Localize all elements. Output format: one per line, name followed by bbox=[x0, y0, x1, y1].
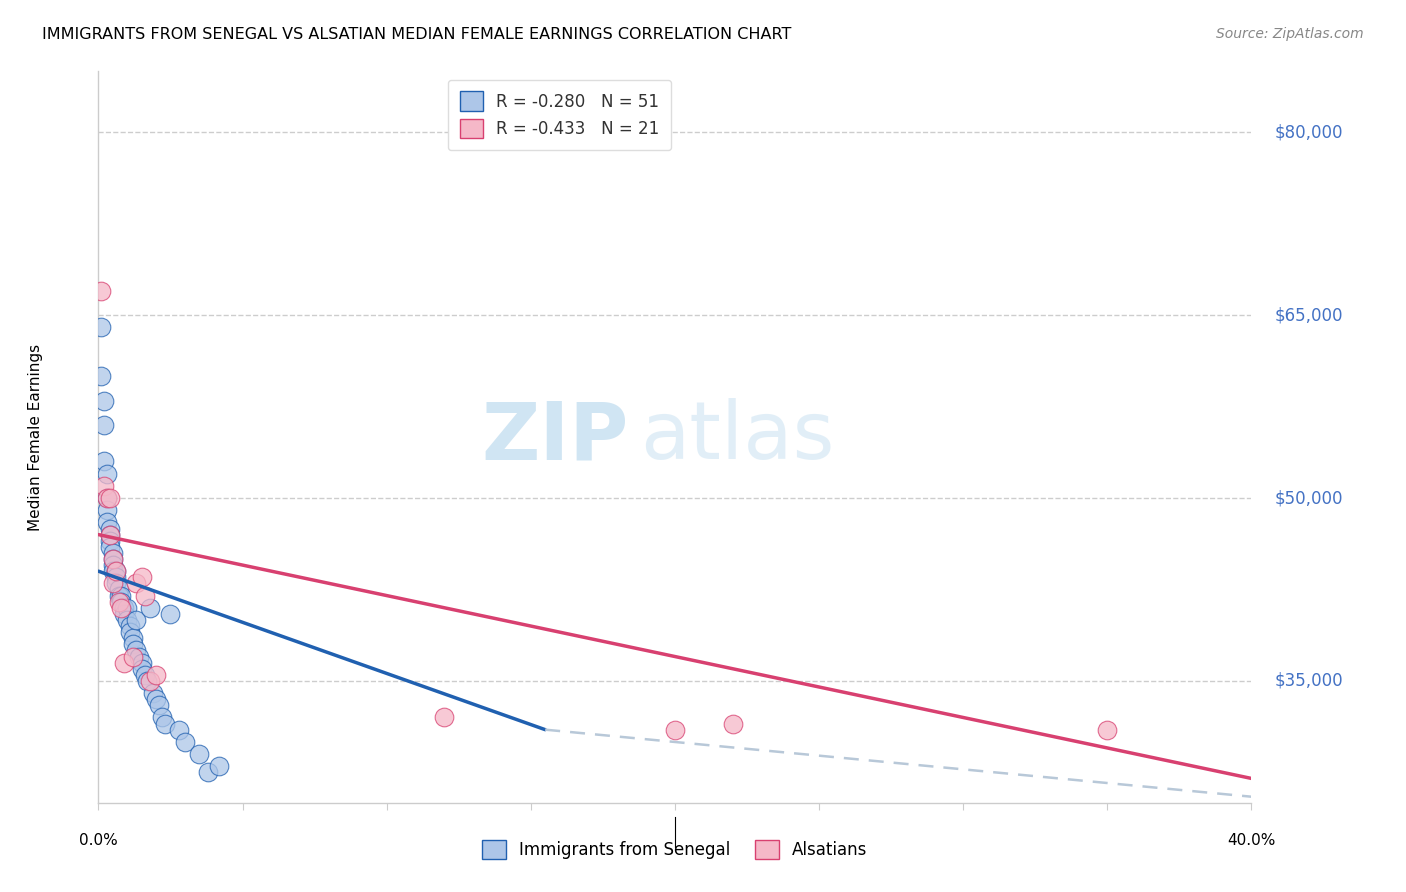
Text: IMMIGRANTS FROM SENEGAL VS ALSATIAN MEDIAN FEMALE EARNINGS CORRELATION CHART: IMMIGRANTS FROM SENEGAL VS ALSATIAN MEDI… bbox=[42, 27, 792, 42]
Point bbox=[110, 589, 132, 603]
Point bbox=[433, 710, 456, 724]
Point bbox=[148, 698, 170, 713]
Point bbox=[101, 558, 124, 573]
Text: atlas: atlas bbox=[640, 398, 835, 476]
Point bbox=[98, 521, 121, 535]
Point bbox=[120, 619, 142, 633]
Text: 0.0%: 0.0% bbox=[79, 833, 118, 848]
Text: Source: ZipAtlas.com: Source: ZipAtlas.com bbox=[1216, 27, 1364, 41]
Point bbox=[101, 552, 124, 566]
Point bbox=[125, 576, 148, 591]
Point bbox=[96, 467, 118, 481]
Text: $35,000: $35,000 bbox=[1274, 672, 1343, 690]
Point bbox=[142, 686, 165, 700]
Point bbox=[125, 613, 148, 627]
Point bbox=[93, 454, 115, 468]
Point bbox=[167, 723, 190, 737]
Point bbox=[145, 692, 167, 706]
Point bbox=[98, 533, 121, 548]
Point bbox=[134, 667, 156, 682]
Text: Median Female Earnings: Median Female Earnings bbox=[28, 343, 42, 531]
Point bbox=[104, 564, 127, 578]
Text: ZIP: ZIP bbox=[481, 398, 628, 476]
Point bbox=[98, 491, 121, 505]
Point bbox=[122, 632, 145, 646]
Text: $80,000: $80,000 bbox=[1274, 123, 1343, 141]
Point bbox=[122, 637, 145, 651]
Point bbox=[98, 527, 121, 541]
Point bbox=[145, 667, 167, 682]
Point bbox=[93, 417, 115, 432]
Point bbox=[1097, 723, 1119, 737]
Point bbox=[150, 710, 173, 724]
Point bbox=[110, 595, 132, 609]
Point bbox=[131, 662, 153, 676]
Point bbox=[112, 607, 135, 621]
Point bbox=[107, 595, 129, 609]
Text: $65,000: $65,000 bbox=[1274, 306, 1343, 324]
Point bbox=[101, 564, 124, 578]
Point bbox=[153, 716, 176, 731]
Point bbox=[122, 649, 145, 664]
Point bbox=[112, 656, 135, 670]
Text: 40.0%: 40.0% bbox=[1227, 833, 1275, 848]
Point bbox=[107, 589, 129, 603]
Point bbox=[721, 716, 744, 731]
Point bbox=[136, 673, 159, 688]
Point bbox=[110, 600, 132, 615]
Legend: Immigrants from Senegal, Alsatians: Immigrants from Senegal, Alsatians bbox=[474, 831, 876, 868]
Point bbox=[139, 600, 162, 615]
Point bbox=[104, 570, 127, 584]
Point bbox=[98, 527, 121, 541]
Point bbox=[96, 516, 118, 530]
Point bbox=[90, 369, 112, 384]
Point bbox=[90, 320, 112, 334]
Point bbox=[120, 625, 142, 640]
Point bbox=[107, 582, 129, 597]
Point bbox=[174, 735, 197, 749]
Point bbox=[117, 600, 138, 615]
Point bbox=[134, 589, 156, 603]
Point bbox=[96, 503, 118, 517]
Point bbox=[112, 600, 135, 615]
Point bbox=[96, 491, 118, 505]
Point bbox=[188, 747, 211, 761]
Point bbox=[101, 576, 124, 591]
Point bbox=[197, 765, 219, 780]
Point bbox=[96, 491, 118, 505]
Point bbox=[159, 607, 181, 621]
Point bbox=[117, 613, 138, 627]
Point bbox=[664, 723, 686, 737]
Point bbox=[90, 284, 112, 298]
Point bbox=[104, 576, 127, 591]
Point bbox=[101, 552, 124, 566]
Point bbox=[131, 656, 153, 670]
Point bbox=[93, 479, 115, 493]
Text: $50,000: $50,000 bbox=[1274, 489, 1343, 507]
Point bbox=[208, 759, 231, 773]
Point bbox=[131, 570, 153, 584]
Point bbox=[101, 546, 124, 560]
Point bbox=[104, 564, 127, 578]
Point bbox=[125, 643, 148, 657]
Point bbox=[93, 393, 115, 408]
Point bbox=[98, 540, 121, 554]
Point bbox=[128, 649, 150, 664]
Point bbox=[139, 673, 162, 688]
